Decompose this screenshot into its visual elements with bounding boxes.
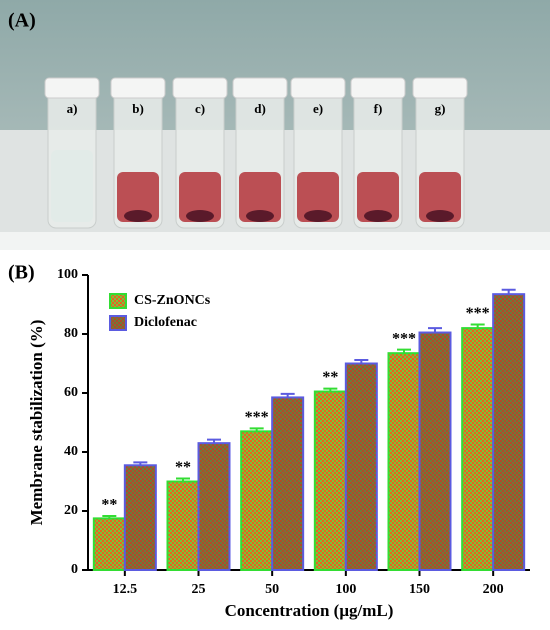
legend-swatch — [109, 293, 127, 309]
tube-cap — [290, 77, 346, 99]
error-bar — [102, 515, 117, 519]
bar — [240, 430, 274, 571]
error-bar — [133, 461, 148, 466]
pellet — [426, 210, 454, 222]
tube-label: c) — [195, 101, 205, 116]
annotation: *** — [392, 330, 416, 347]
bar — [271, 396, 305, 571]
tube-label: g) — [435, 101, 446, 116]
error-bar — [207, 438, 221, 444]
y-tick-label: 60 — [64, 385, 78, 400]
tube-cap — [232, 77, 288, 99]
bar — [461, 327, 495, 571]
x-tick-label: 25 — [192, 582, 206, 597]
bar — [197, 442, 231, 571]
x-tick-label: 200 — [483, 582, 504, 597]
legend-label: CS-ZnONCs — [134, 293, 211, 308]
x-axis-label: Concentration (μg/mL) — [225, 601, 394, 620]
tube-label: d) — [254, 101, 266, 116]
panel-label: (A) — [8, 10, 36, 32]
liquid — [117, 172, 159, 222]
y-tick-label: 100 — [57, 267, 78, 282]
bar — [313, 390, 347, 571]
y-tick-label: 0 — [71, 562, 78, 577]
x-tick-label: 12.5 — [113, 582, 138, 597]
annotation: ** — [101, 497, 117, 514]
tube-cap — [412, 77, 468, 99]
bar — [166, 480, 200, 571]
liquid — [297, 172, 339, 222]
bar — [387, 352, 421, 571]
pellet — [124, 210, 152, 222]
pellet — [304, 210, 332, 222]
tube-label: b) — [132, 101, 144, 116]
tube-cap — [110, 77, 166, 99]
bar — [492, 293, 526, 571]
annotation: *** — [466, 305, 490, 322]
error-bar — [501, 288, 516, 295]
annotation: ** — [322, 369, 338, 386]
liquid — [179, 172, 221, 222]
pellet — [246, 210, 274, 222]
error-bar — [176, 477, 190, 482]
bar — [344, 362, 378, 571]
bar — [123, 464, 157, 571]
panel-label: (B) — [8, 262, 35, 284]
error-bar — [470, 323, 485, 329]
tube-cap — [44, 77, 100, 99]
tube-label: a) — [67, 101, 78, 116]
error-bar — [323, 387, 338, 392]
tube-cap — [172, 77, 228, 99]
liquid — [419, 172, 461, 222]
bar — [418, 331, 452, 571]
pellet — [186, 210, 214, 222]
legend-label: Diclofenac — [134, 315, 197, 330]
x-tick-label: 50 — [265, 582, 279, 597]
rack-front — [0, 232, 550, 250]
x-tick-label: 100 — [335, 582, 356, 597]
x-tick-label: 150 — [409, 582, 430, 597]
liquid — [239, 172, 281, 222]
annotation: *** — [245, 409, 269, 426]
y-tick-label: 80 — [64, 326, 78, 341]
liquid — [357, 172, 399, 222]
error-bar — [354, 358, 369, 364]
y-axis-label: Membrane stabilization (%) — [27, 320, 46, 526]
tube-cap — [350, 77, 406, 99]
photo — [0, 0, 550, 250]
y-tick-label: 20 — [64, 503, 78, 518]
annotation: ** — [175, 459, 191, 476]
tube-label: e) — [313, 101, 323, 116]
y-tick-label: 40 — [64, 444, 78, 459]
bar — [92, 517, 126, 571]
error-bar — [249, 427, 264, 432]
error-bar — [280, 392, 295, 398]
error-bar — [397, 348, 411, 354]
liquid — [51, 150, 93, 222]
error-bar — [428, 327, 442, 333]
legend-swatch — [109, 315, 127, 331]
pellet — [364, 210, 392, 222]
tube-label: f) — [374, 101, 383, 116]
